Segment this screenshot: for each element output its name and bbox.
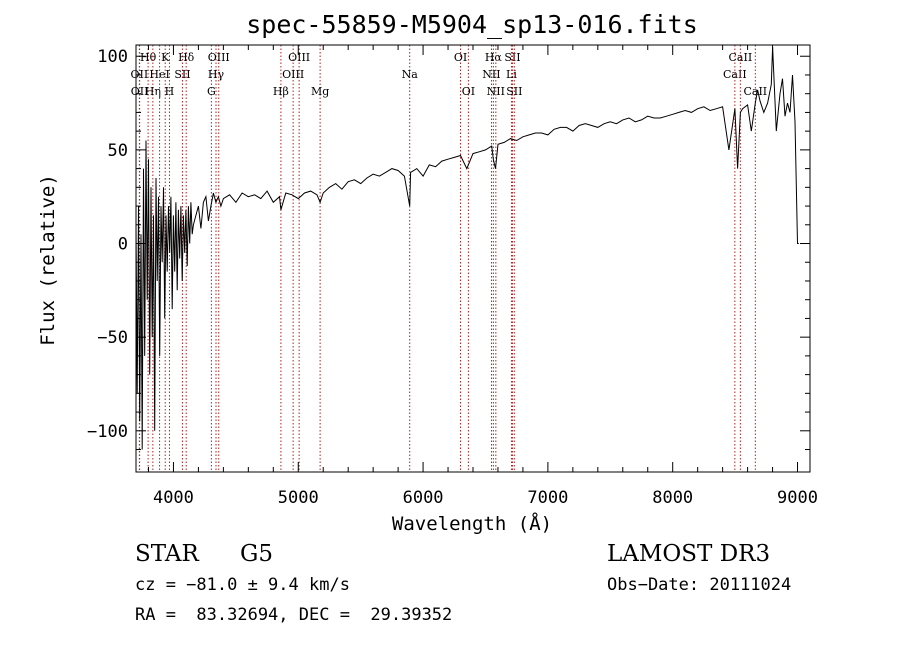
y-axis-ticks: −100 −50 0 50 100 <box>87 47 810 451</box>
marker-label: CaII <box>729 51 753 64</box>
marker-label: SII <box>174 68 190 81</box>
marker-label: Hγ <box>208 68 225 81</box>
y-axis-label: Flux (relative) <box>37 174 59 346</box>
y-tick-label: −50 <box>97 328 128 348</box>
x-axis-label: Wavelength (Å) <box>392 512 552 535</box>
marker-label: Hβ <box>273 85 289 98</box>
marker-label: Hα <box>485 51 503 64</box>
marker-label: OII <box>131 85 149 98</box>
marker-label: OI <box>454 51 467 64</box>
series-line-flux <box>135 46 799 450</box>
marker-label: Na <box>402 68 419 81</box>
marker-label: OI <box>462 85 475 98</box>
chart-title: spec-55859-M5904_sp13-016.fits <box>246 10 698 39</box>
marker-label: Mg <box>311 85 329 98</box>
x-tick-label: 9000 <box>777 488 818 508</box>
redshift-readout: cz = −81.0 ± 9.4 km/s <box>135 575 350 595</box>
y-tick-label: 100 <box>97 47 128 67</box>
marker-label: OIII <box>208 51 230 64</box>
marker-label: CaII <box>743 85 767 98</box>
marker-label: NII <box>482 68 500 81</box>
marker-label: Li <box>506 68 517 81</box>
marker-label: NII <box>487 85 505 98</box>
marker-label: OIII <box>282 68 304 81</box>
y-tick-label: 50 <box>108 141 128 161</box>
marker-label: Hδ <box>178 51 195 64</box>
marker-label: Hθ <box>140 51 157 64</box>
x-tick-label: 8000 <box>652 488 693 508</box>
series-group <box>135 46 799 450</box>
marker-label: G <box>207 85 216 98</box>
marker-label: K <box>161 51 170 64</box>
marker-label: SII <box>506 85 522 98</box>
obs-date: Obs−Date: 20111024 <box>607 575 791 595</box>
object-class: STAR <box>135 541 199 567</box>
marker-label: Hη <box>145 85 161 98</box>
coordinates: RA = 83.32694, DEC = 29.39352 <box>135 605 452 625</box>
marker-label: CaII <box>723 68 747 81</box>
line-markers: HθOIIOIIHηHeIKHSIIHδGHγOIIIHβOIIIOIIIMgN… <box>131 45 767 472</box>
x-tick-label: 5000 <box>278 488 319 508</box>
marker-label: HeI <box>149 68 169 81</box>
plot-frame <box>135 44 811 473</box>
x-tick-label: 4000 <box>153 488 194 508</box>
x-tick-label: 7000 <box>527 488 568 508</box>
x-tick-label: 6000 <box>403 488 444 508</box>
marker-label: SII <box>504 51 520 64</box>
marker-label: OIII <box>288 51 310 64</box>
x-axis-ticks: 4000 5000 6000 7000 8000 9000 <box>147 45 818 508</box>
survey-name: LAMOST DR3 <box>607 541 770 567</box>
y-tick-label: 0 <box>118 235 128 255</box>
marker-label: H <box>165 85 175 98</box>
object-subclass: G5 <box>240 541 273 567</box>
y-tick-label: −100 <box>87 422 128 442</box>
